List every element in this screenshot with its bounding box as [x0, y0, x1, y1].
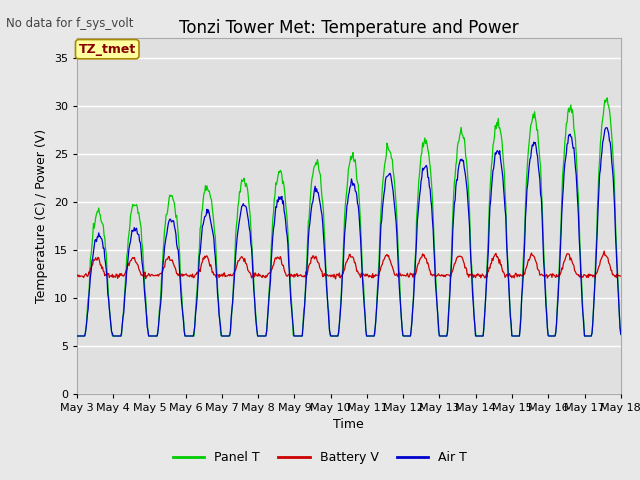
Battery V — [83, 273, 90, 278]
Text: No data for f_sys_volt: No data for f_sys_volt — [6, 17, 134, 30]
Title: Tonzi Tower Met: Temperature and Power: Tonzi Tower Met: Temperature and Power — [179, 19, 518, 37]
Panel T — [194, 274, 202, 280]
Air T — [603, 125, 611, 131]
X-axis label: Time: Time — [333, 418, 364, 431]
Battery V — [416, 257, 424, 263]
Line: Panel T: Panel T — [77, 98, 621, 336]
Battery V — [73, 273, 81, 278]
Panel T — [83, 317, 90, 323]
Air T — [617, 331, 625, 337]
Legend: Panel T, Battery V, Air T: Panel T, Battery V, Air T — [168, 446, 472, 469]
Battery V — [139, 273, 147, 278]
Battery V — [223, 273, 230, 279]
Panel T — [431, 251, 438, 257]
Air T — [431, 260, 438, 265]
Panel T — [617, 332, 625, 337]
Battery V — [617, 273, 625, 279]
Panel T — [415, 178, 422, 183]
Battery V — [600, 248, 608, 254]
Air T — [415, 201, 422, 206]
Panel T — [73, 333, 81, 339]
Air T — [223, 333, 230, 339]
Text: TZ_tmet: TZ_tmet — [79, 43, 136, 56]
Line: Air T: Air T — [77, 128, 621, 336]
Panel T — [604, 95, 611, 101]
Air T — [194, 282, 202, 288]
Panel T — [223, 333, 230, 339]
Battery V — [332, 276, 339, 282]
Y-axis label: Temperature (C) / Power (V): Temperature (C) / Power (V) — [35, 129, 48, 303]
Battery V — [431, 274, 439, 279]
Battery V — [194, 270, 202, 276]
Air T — [83, 320, 90, 326]
Line: Battery V: Battery V — [77, 251, 621, 279]
Panel T — [139, 245, 147, 251]
Air T — [73, 333, 81, 339]
Air T — [139, 264, 147, 270]
